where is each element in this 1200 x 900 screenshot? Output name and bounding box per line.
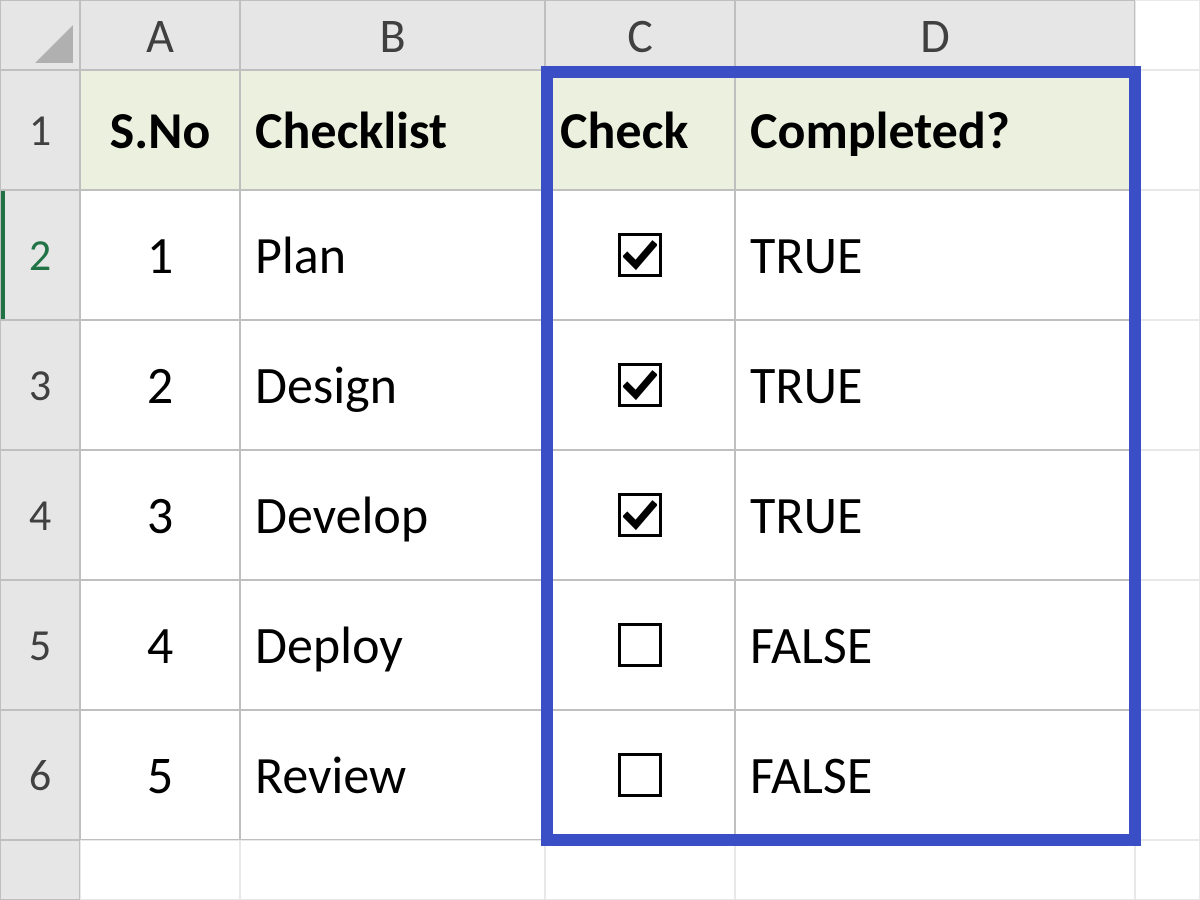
cell-D3[interactable]: TRUE (735, 320, 1135, 450)
row-header-6[interactable]: 6 (0, 710, 80, 840)
cell-A2[interactable]: 1 (80, 190, 240, 320)
cell-A1[interactable]: S.No (80, 70, 240, 190)
spreadsheet-grid: A B C D 1 S.No Checklist Check Completed… (0, 0, 1200, 900)
cell-A5[interactable]: 4 (80, 580, 240, 710)
row-header-5[interactable]: 5 (0, 580, 80, 710)
cell-C2[interactable] (545, 190, 735, 320)
row4-gutter (1135, 450, 1200, 580)
corner-gutter (1135, 840, 1200, 900)
cell-C6[interactable] (545, 710, 735, 840)
row3-gutter (1135, 320, 1200, 450)
checkbox-row-3[interactable] (618, 493, 662, 537)
cell-A7[interactable] (80, 840, 240, 900)
cell-A3[interactable]: 2 (80, 320, 240, 450)
cell-B1[interactable]: Checklist (240, 70, 545, 190)
row-header-3[interactable]: 3 (0, 320, 80, 450)
cell-B7[interactable] (240, 840, 545, 900)
cell-D6[interactable]: FALSE (735, 710, 1135, 840)
row-header-7[interactable] (0, 840, 80, 900)
row-header-2[interactable]: 2 (0, 190, 80, 320)
cell-B5[interactable]: Deploy (240, 580, 545, 710)
cell-D5[interactable]: FALSE (735, 580, 1135, 710)
col-header-B[interactable]: B (240, 0, 545, 70)
select-all-corner[interactable] (0, 0, 80, 70)
cell-C7[interactable] (545, 840, 735, 900)
cell-B2[interactable]: Plan (240, 190, 545, 320)
col-header-D[interactable]: D (735, 0, 1135, 70)
row-header-4[interactable]: 4 (0, 450, 80, 580)
row-header-1[interactable]: 1 (0, 70, 80, 190)
cell-D2[interactable]: TRUE (735, 190, 1135, 320)
col-header-C[interactable]: C (545, 0, 735, 70)
row1-gutter (1135, 70, 1200, 190)
cell-B3[interactable]: Design (240, 320, 545, 450)
cell-C4[interactable] (545, 450, 735, 580)
cell-D7[interactable] (735, 840, 1135, 900)
cell-D1[interactable]: Completed? (735, 70, 1135, 190)
checkbox-row-2[interactable] (618, 363, 662, 407)
cell-C5[interactable] (545, 580, 735, 710)
cell-C3[interactable] (545, 320, 735, 450)
cell-A4[interactable]: 3 (80, 450, 240, 580)
checkbox-row-5[interactable] (618, 753, 662, 797)
cell-B6[interactable]: Review (240, 710, 545, 840)
checkbox-row-4[interactable] (618, 623, 662, 667)
cell-D4[interactable]: TRUE (735, 450, 1135, 580)
row2-gutter (1135, 190, 1200, 320)
row5-gutter (1135, 580, 1200, 710)
cell-B4[interactable]: Develop (240, 450, 545, 580)
cell-A6[interactable]: 5 (80, 710, 240, 840)
col-header-A[interactable]: A (80, 0, 240, 70)
checkbox-row-1[interactable] (618, 233, 662, 277)
col-gutter (1135, 0, 1200, 70)
row6-gutter (1135, 710, 1200, 840)
cell-C1[interactable]: Check (545, 70, 735, 190)
